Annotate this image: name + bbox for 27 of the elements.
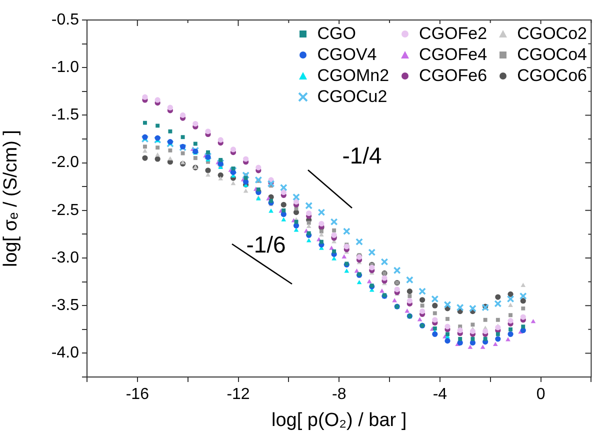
legend-label: CGOCo4 — [517, 45, 587, 65]
legend-label: CGOV4 — [317, 45, 377, 65]
y-axis-title: log[ σₑ / (S/cm) ] — [0, 130, 22, 268]
legend-label: CGOFe4 — [419, 45, 488, 65]
x-tick-label: -8 — [332, 386, 346, 404]
y-tick-label: -1.5 — [51, 106, 80, 124]
y-tick-label: -3.0 — [51, 249, 80, 266]
x-tick-label: 0 — [536, 386, 546, 404]
y-tick-label: -2.0 — [51, 154, 80, 172]
legend-label: CGOCo6 — [517, 66, 587, 86]
legend-label: CGO — [317, 24, 356, 44]
x-tick-label: -12 — [226, 386, 250, 404]
y-tick-label: -2.5 — [51, 202, 80, 219]
x-tick-label: -4 — [432, 386, 448, 404]
legend-label: CGOMn2 — [317, 66, 390, 86]
y-tick-label: -0.5 — [51, 11, 80, 28]
x-axis-title: log[ p(O₂) / bar ] — [272, 410, 407, 431]
y-tick-label: -4.0 — [51, 344, 80, 362]
y-tick-label: -3.5 — [51, 297, 80, 314]
legend-label: CGOFe6 — [419, 66, 488, 86]
x-tick-label: -16 — [126, 386, 150, 404]
legend-label: CGOFe2 — [419, 24, 488, 44]
legend-label: CGOCo2 — [517, 24, 587, 44]
y-tick-label: -1.0 — [51, 59, 80, 76]
annotation: -1/4 — [342, 142, 382, 168]
annotation: -1/6 — [246, 231, 286, 258]
legend-label: CGOCu2 — [317, 87, 388, 107]
